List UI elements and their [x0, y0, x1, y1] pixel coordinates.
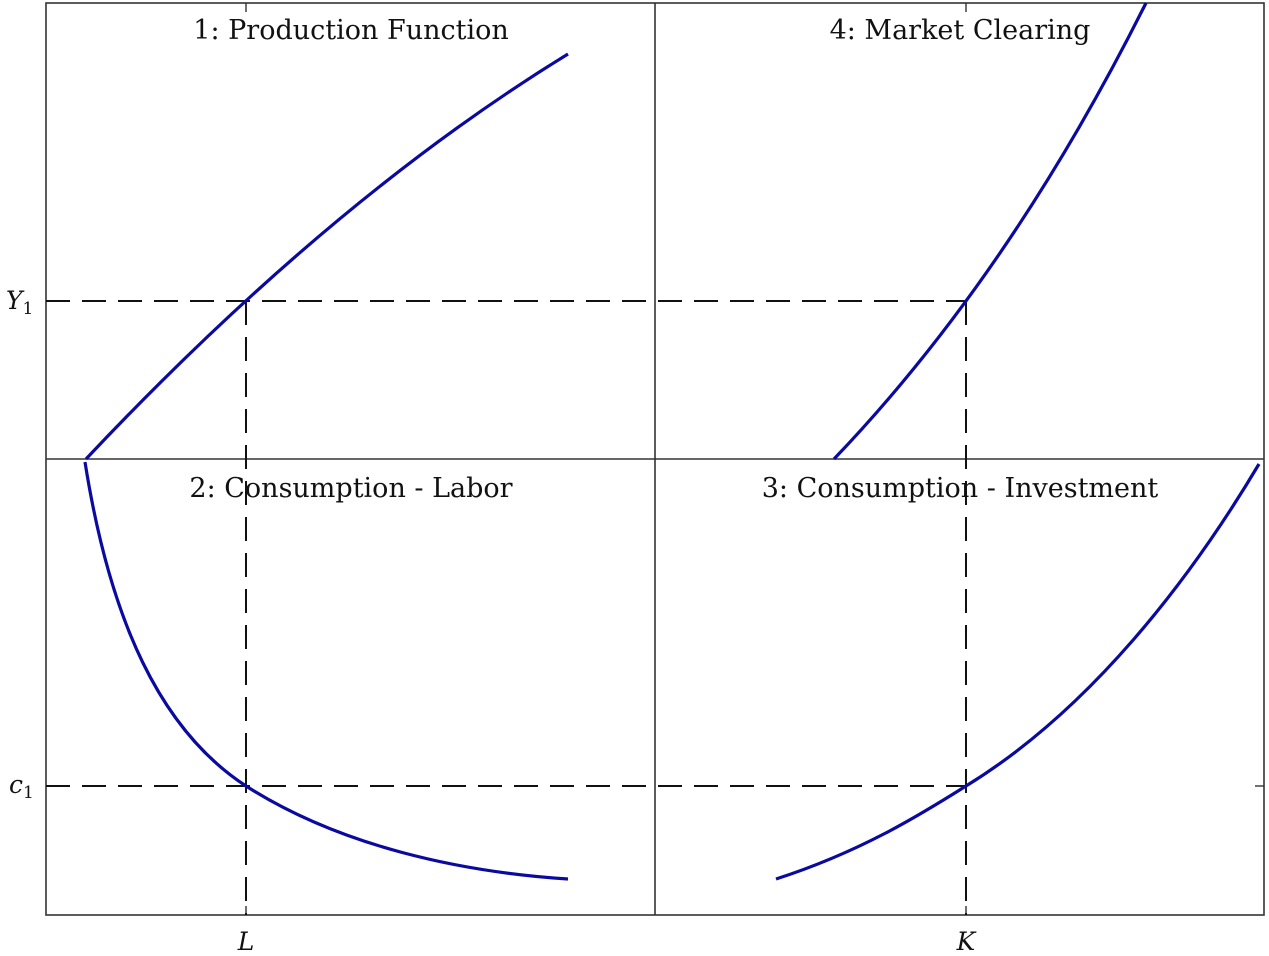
production-function-curve	[84, 52, 569, 461]
consumption-labor-curve	[83, 461, 569, 881]
consumption-investment-curve	[775, 463, 1261, 881]
market-clearing-curve	[832, 2, 1148, 461]
axis-label-L: L	[237, 927, 255, 956]
axis-label-c1-sub: 1	[23, 783, 34, 803]
panel-title-consumption-labor: 2: Consumption - Labor	[189, 473, 512, 504]
panel-title-production-function: 1: Production Function	[193, 15, 508, 46]
axis-label-K: K	[956, 927, 977, 956]
axis-label-y1-main: Y	[6, 286, 25, 315]
axis-label-y1-sub: 1	[23, 299, 34, 319]
panel-title-consumption-investment: 3: Consumption - Investment	[762, 473, 1159, 504]
axis-label-c1-main: c	[9, 770, 23, 799]
panel-title-market-clearing: 4: Market Clearing	[830, 15, 1091, 46]
axis-label-y1: Y1	[6, 286, 33, 319]
axis-label-c1: c1	[9, 770, 34, 803]
